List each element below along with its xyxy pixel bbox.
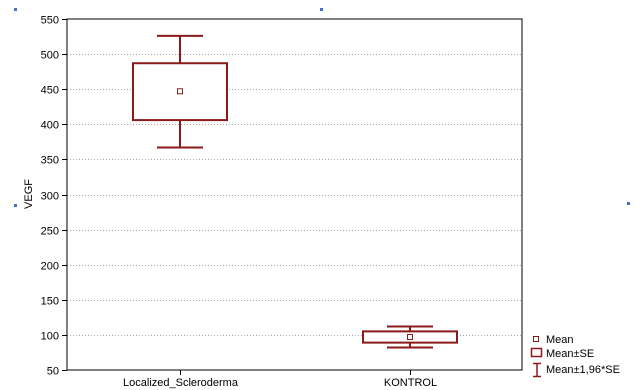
- legend-mean-label: Mean: [546, 334, 574, 346]
- y-tick-label: 150: [41, 296, 59, 308]
- selection-handle-top-left[interactable]: [14, 8, 17, 11]
- y-tick-label: 200: [41, 261, 59, 273]
- y-tick-label: 100: [41, 331, 59, 343]
- y-tick-label: 300: [41, 191, 59, 203]
- selection-handle-middle-left[interactable]: [14, 204, 17, 207]
- x-axis-ticks: Localized_Scleroderma KONTROL: [123, 370, 437, 389]
- legend-se-symbol: [530, 347, 543, 358]
- y-tick-label: 350: [41, 155, 59, 167]
- mean-marker: [177, 88, 183, 95]
- y-tick-label: 50: [47, 366, 59, 378]
- x-tick-label: KONTROL: [384, 377, 437, 389]
- y-tick-label: 400: [41, 120, 59, 132]
- y-tick-label: 450: [41, 85, 59, 97]
- mean-marker: [407, 334, 413, 341]
- y-axis-ticks: 50 100 150 200 250 300 350 400 450 500 550: [41, 15, 67, 378]
- selection-handle-top-middle[interactable]: [320, 8, 323, 11]
- selection-handle-middle-right[interactable]: [627, 202, 630, 205]
- y-tick-label: 250: [41, 226, 59, 238]
- legend: Mean Mean±SE Mean±1,96*SE: [530, 334, 620, 378]
- plot-frame: [66, 18, 523, 371]
- legend-whisker-label: Mean±1,96*SE: [546, 364, 620, 376]
- y-tick-label: 550: [41, 15, 59, 27]
- y-tick-label: 500: [41, 50, 59, 62]
- y-axis-label: VEGF: [23, 179, 35, 209]
- box-group: [362, 325, 458, 349]
- box-group: [132, 34, 228, 149]
- legend-mean-symbol: [533, 336, 539, 342]
- x-tick-label: Localized_Scleroderma: [123, 377, 239, 389]
- legend-whisker-symbol: [533, 362, 541, 378]
- boxes: [132, 34, 458, 349]
- legend-se-label: Mean±SE: [546, 348, 594, 360]
